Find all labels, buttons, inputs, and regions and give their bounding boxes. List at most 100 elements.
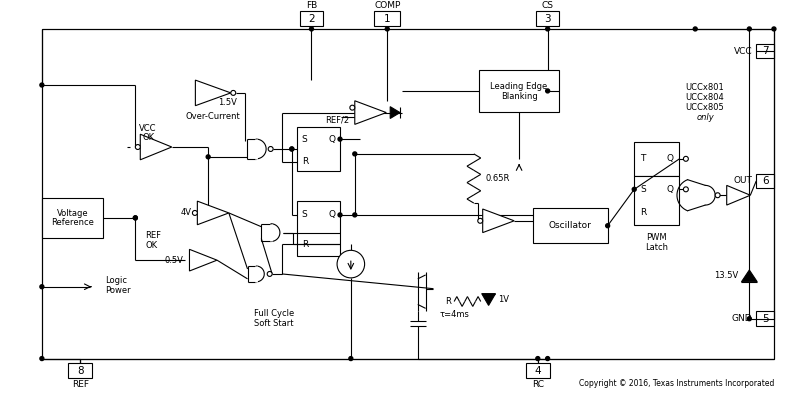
Circle shape	[349, 356, 353, 360]
Text: 7: 7	[762, 46, 769, 56]
Bar	[374, 11, 400, 26]
Text: 3: 3	[544, 14, 551, 24]
Polygon shape	[727, 185, 750, 205]
Bar	[297, 201, 340, 256]
Bar	[634, 176, 679, 225]
Text: UCCx805: UCCx805	[686, 103, 724, 112]
Circle shape	[353, 213, 357, 217]
Circle shape	[309, 27, 313, 31]
Bar	[756, 44, 774, 59]
Text: Voltage: Voltage	[56, 209, 89, 219]
Circle shape	[231, 90, 236, 95]
Text: 1.5V: 1.5V	[218, 98, 237, 107]
Text: Q: Q	[667, 154, 674, 163]
Text: Copyright © 2016, Texas Instruments Incorporated: Copyright © 2016, Texas Instruments Inco…	[579, 379, 774, 387]
Bar	[42, 198, 103, 237]
Circle shape	[693, 27, 697, 31]
Circle shape	[747, 317, 751, 321]
Text: Blanking: Blanking	[501, 92, 538, 101]
Circle shape	[290, 147, 294, 151]
Circle shape	[338, 213, 342, 217]
Text: Q: Q	[328, 210, 335, 219]
Circle shape	[40, 356, 43, 360]
Circle shape	[268, 147, 273, 151]
Circle shape	[683, 187, 688, 192]
Bar	[756, 311, 774, 326]
Text: 8: 8	[77, 366, 84, 376]
Text: Reference: Reference	[51, 218, 94, 227]
Text: Over-Current: Over-Current	[186, 112, 241, 121]
Circle shape	[290, 147, 294, 151]
Bar	[526, 364, 550, 378]
Text: R: R	[302, 157, 308, 166]
Text: REF/2: REF/2	[324, 116, 349, 125]
Text: τ=4ms: τ=4ms	[440, 310, 469, 319]
Circle shape	[632, 187, 636, 191]
Bar	[479, 70, 559, 112]
Circle shape	[134, 216, 138, 220]
Text: Oscillator: Oscillator	[549, 221, 592, 230]
Text: Leading Edge: Leading Edge	[490, 81, 547, 90]
Circle shape	[337, 250, 365, 278]
Circle shape	[40, 285, 43, 289]
Polygon shape	[483, 209, 514, 233]
Text: R: R	[445, 297, 452, 306]
Text: Latch: Latch	[646, 243, 668, 252]
Circle shape	[546, 356, 550, 360]
Polygon shape	[140, 134, 171, 160]
Circle shape	[338, 137, 342, 141]
Circle shape	[350, 105, 355, 110]
Text: 4V: 4V	[180, 208, 192, 217]
Text: T: T	[640, 154, 646, 163]
Text: OK: OK	[145, 241, 157, 250]
Circle shape	[353, 152, 357, 156]
Text: 2: 2	[308, 14, 315, 24]
Circle shape	[747, 27, 751, 31]
Text: COMP: COMP	[374, 1, 400, 10]
Text: OUT: OUT	[733, 176, 753, 185]
Text: 4: 4	[535, 366, 541, 376]
Circle shape	[546, 27, 550, 31]
Circle shape	[267, 272, 272, 276]
Circle shape	[192, 211, 197, 215]
Circle shape	[683, 156, 688, 161]
Text: Power: Power	[105, 286, 130, 295]
Text: S: S	[640, 185, 646, 194]
Circle shape	[772, 27, 776, 31]
Polygon shape	[355, 101, 386, 124]
Text: Full Cycle: Full Cycle	[254, 309, 294, 318]
Circle shape	[386, 27, 389, 31]
Text: Logic: Logic	[105, 276, 127, 285]
Text: UCCx804: UCCx804	[686, 93, 724, 102]
Bar	[634, 142, 679, 176]
Text: Soft Start: Soft Start	[254, 319, 294, 328]
Bar	[297, 127, 340, 171]
Text: 1V: 1V	[498, 295, 510, 304]
Circle shape	[546, 89, 550, 93]
Circle shape	[134, 216, 138, 220]
Polygon shape	[197, 201, 229, 225]
Text: PWM: PWM	[646, 233, 667, 242]
Text: REF: REF	[145, 231, 161, 240]
Text: VCC: VCC	[139, 124, 157, 133]
Polygon shape	[196, 80, 231, 106]
Circle shape	[536, 356, 540, 360]
Text: 13.5V: 13.5V	[714, 272, 738, 281]
Text: Q: Q	[667, 185, 674, 194]
Bar	[299, 11, 324, 26]
Text: 1: 1	[384, 14, 390, 24]
Text: R: R	[640, 208, 646, 217]
Text: only: only	[696, 113, 714, 122]
Text: OK: OK	[142, 133, 155, 141]
Text: 5: 5	[762, 314, 769, 324]
Circle shape	[206, 155, 210, 159]
Text: UCCx801: UCCx801	[686, 83, 724, 92]
Bar	[536, 11, 559, 26]
Polygon shape	[481, 294, 496, 305]
Bar	[756, 174, 774, 188]
Bar	[533, 208, 608, 243]
Polygon shape	[390, 107, 400, 118]
Text: FB: FB	[306, 1, 317, 10]
Text: 0.5V: 0.5V	[165, 256, 184, 264]
Text: S: S	[302, 210, 308, 219]
